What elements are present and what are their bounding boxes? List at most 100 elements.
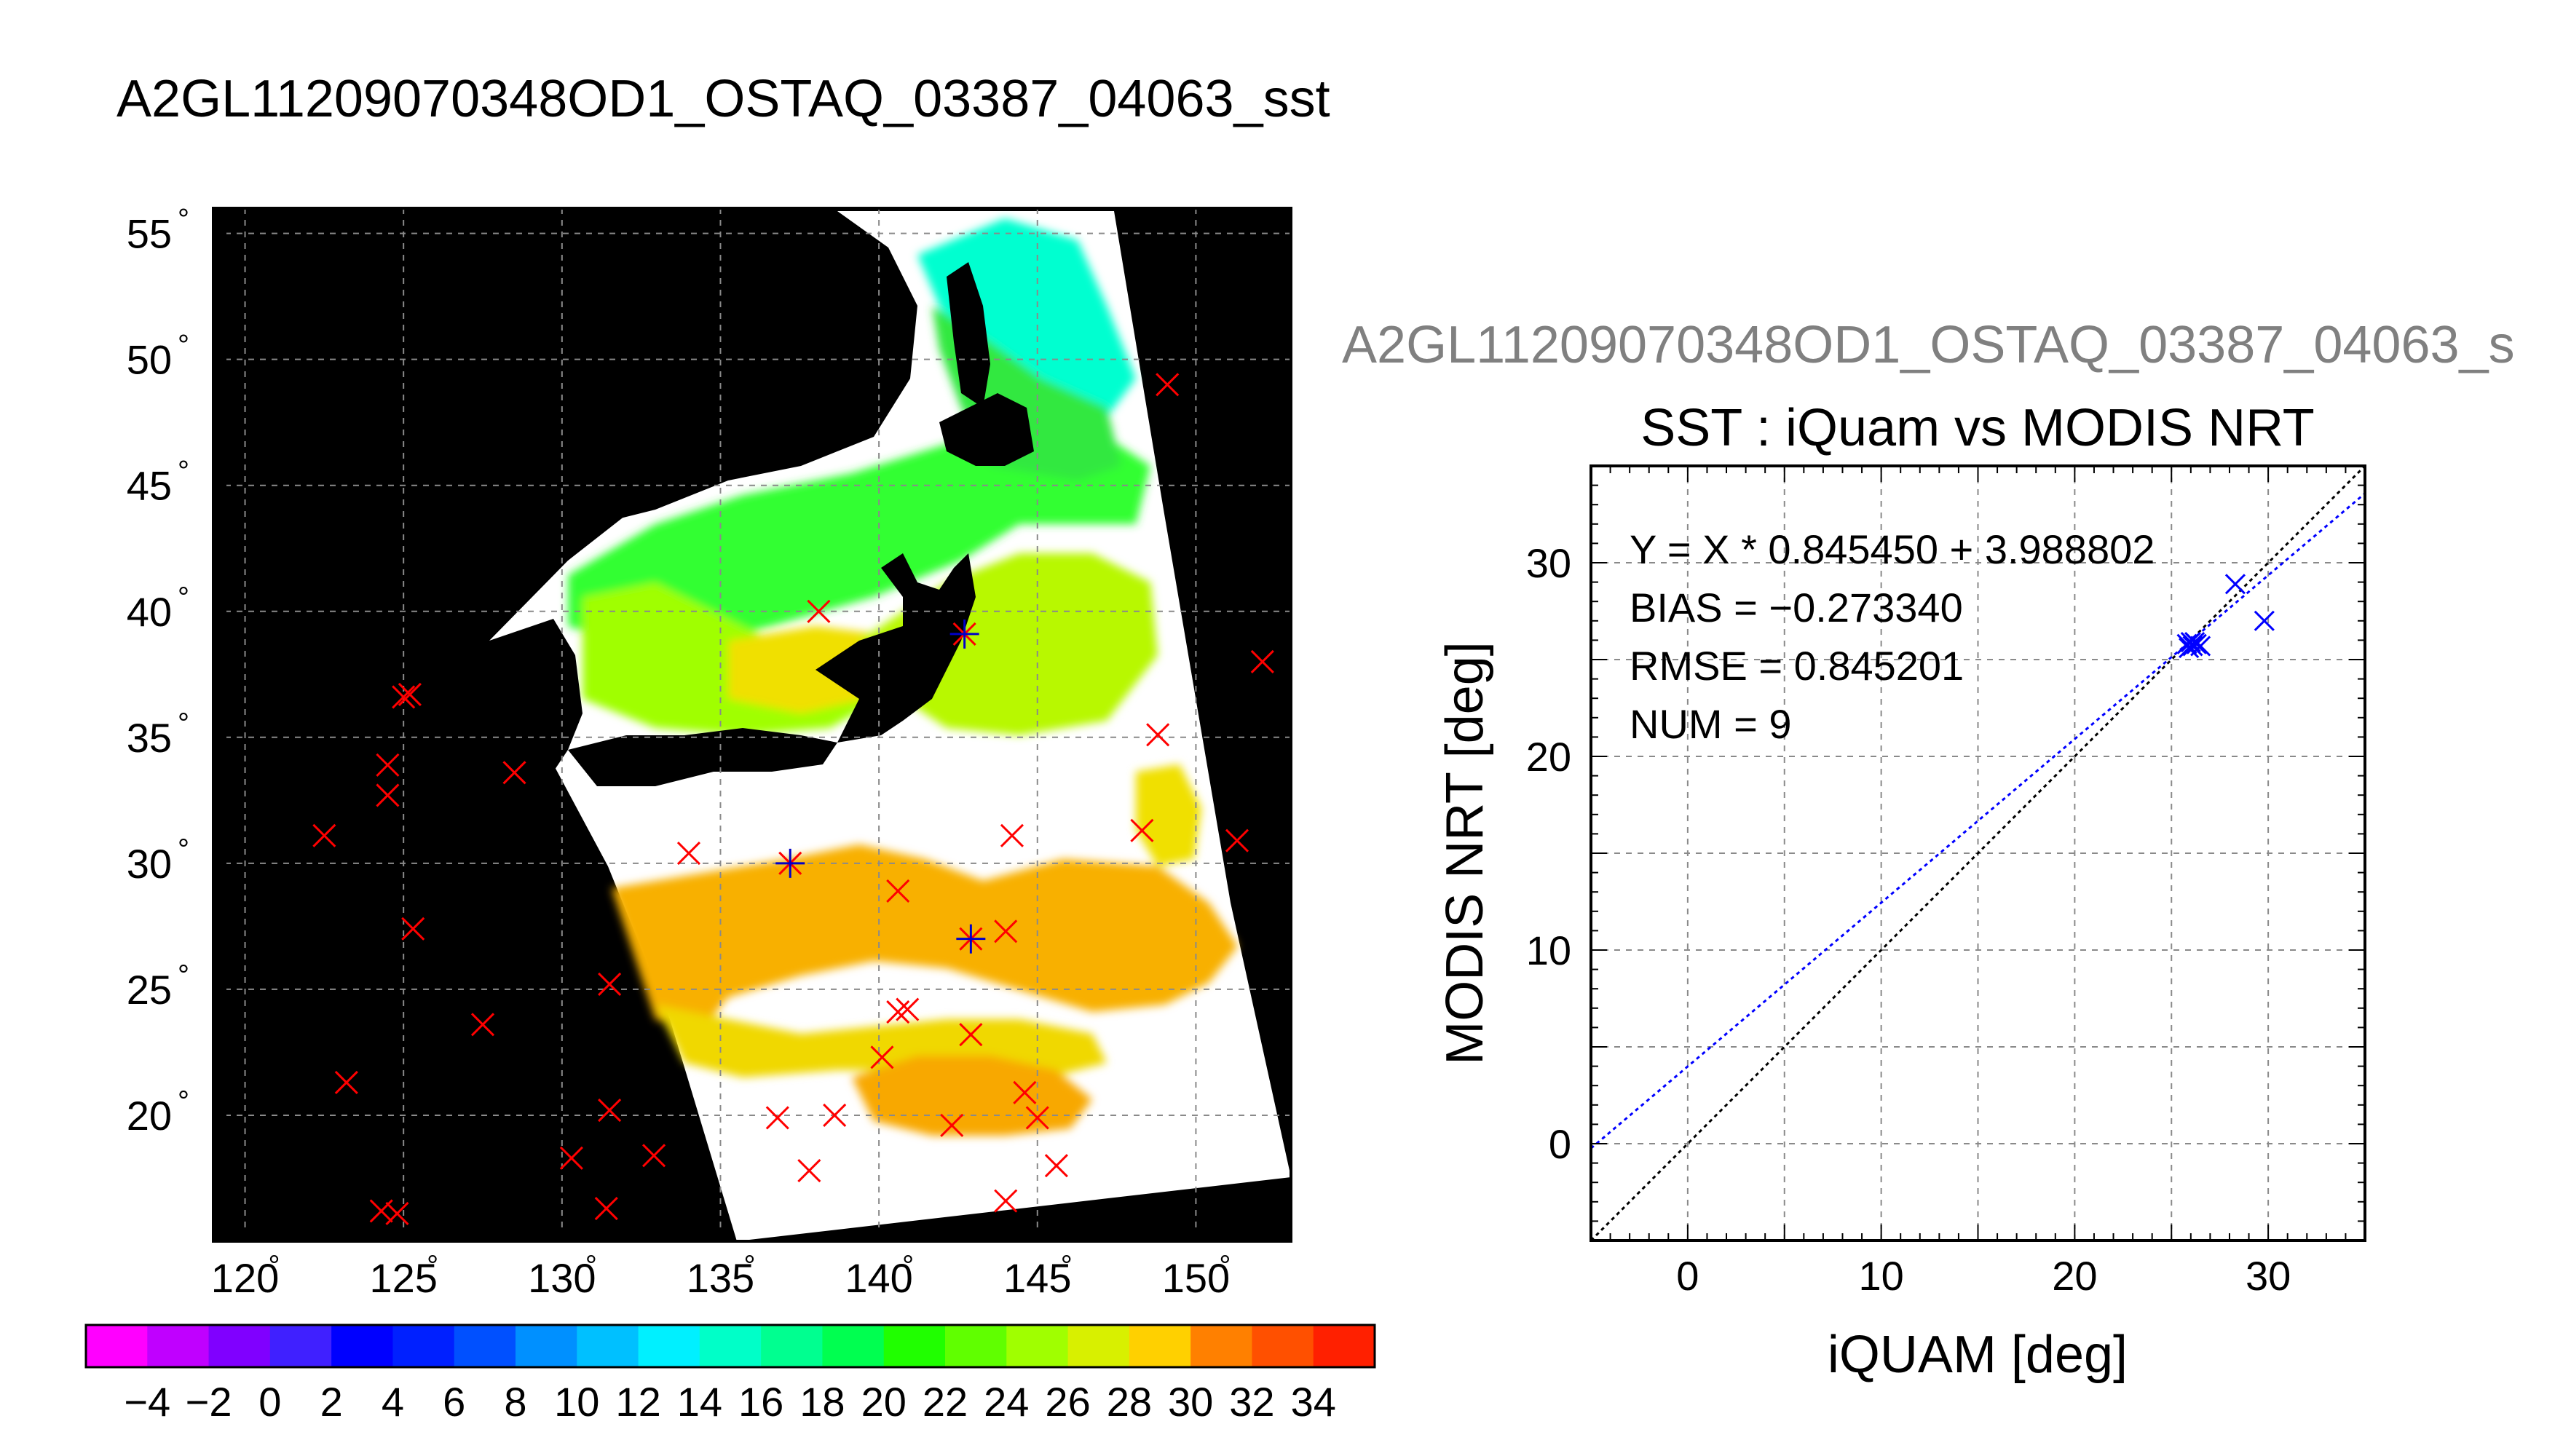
mismatch-marker xyxy=(1044,1154,1068,1178)
land-korea xyxy=(489,619,583,772)
colorbar-tick-label: 20 xyxy=(861,1379,907,1425)
mismatch-marker-stroke-b xyxy=(598,972,622,997)
colorbar-swatch xyxy=(945,1325,1008,1367)
lat-degree-symbol: ° xyxy=(178,834,189,866)
lon-degree-symbol: ° xyxy=(585,1250,597,1282)
chart-title: SST : iQuam vs MODIS NRT xyxy=(1640,399,2315,457)
mismatch-marker-stroke-b xyxy=(765,1106,789,1130)
mismatch-marker-stroke-b xyxy=(502,761,526,785)
land-north-coast xyxy=(539,211,917,561)
y-tick-label: 20 xyxy=(1526,734,1571,780)
mismatch-marker xyxy=(594,1196,618,1221)
regression-line xyxy=(1591,492,2365,1150)
colorbar-tick-label: 24 xyxy=(984,1379,1029,1425)
colorbar-swatch xyxy=(1313,1325,1375,1367)
lat-tick-label: 45 xyxy=(127,463,172,509)
map-frame xyxy=(212,207,1292,1243)
mismatch-marker xyxy=(797,1159,821,1183)
mismatch-marker xyxy=(886,1000,910,1024)
mismatch-marker xyxy=(940,1113,964,1137)
match-marker-blue xyxy=(956,924,986,954)
lon-tick-label: 145 xyxy=(1003,1255,1071,1301)
scatter-header: A2GL11209070348OD1_OSTAQ_03387_04063_s xyxy=(1342,316,2515,374)
mismatch-marker xyxy=(1156,373,1180,397)
colorbar-swatch xyxy=(86,1325,149,1367)
colorbar-tick-label: −4 xyxy=(124,1379,170,1425)
colorbar-tick-label: 10 xyxy=(554,1379,599,1425)
mismatch-marker-stroke-b xyxy=(376,783,400,807)
scatter-point-stroke-b xyxy=(2224,574,2246,595)
mismatch-marker-stroke-b xyxy=(392,685,416,709)
x-tick-label: 20 xyxy=(2052,1253,2097,1299)
mismatch-marker-stroke-b xyxy=(401,917,425,941)
colorbar-swatch xyxy=(454,1325,516,1367)
lat-tick-label: 40 xyxy=(127,589,172,635)
mismatch-marker xyxy=(398,682,422,707)
mismatch-marker-stroke-b xyxy=(823,1103,847,1128)
mismatch-marker xyxy=(676,841,701,866)
colorbar-swatch xyxy=(1067,1325,1130,1367)
mismatch-marker xyxy=(392,685,416,709)
colorbar-swatch xyxy=(638,1325,700,1367)
land-sakhalin xyxy=(947,262,990,408)
colorbar-tick-label: 8 xyxy=(504,1379,526,1425)
colorbar-tick-label: 4 xyxy=(382,1379,404,1425)
mismatch-marker-stroke-b xyxy=(1156,373,1180,397)
mismatch-marker xyxy=(376,783,400,807)
mismatch-marker-stroke-b xyxy=(594,1196,618,1221)
mismatch-marker xyxy=(1225,828,1249,852)
mismatch-marker-stroke-b xyxy=(1013,1080,1037,1104)
mismatch-marker-stroke-b xyxy=(559,1146,583,1170)
mismatch-marker-stroke-b xyxy=(312,823,336,847)
mismatch-marker-stroke-b xyxy=(1130,818,1154,842)
map-lon-labels: 120° 125° 130° 135° 140° 145° 150° xyxy=(211,1250,1231,1301)
lat-degree-symbol: ° xyxy=(178,204,189,236)
map-markers xyxy=(312,373,1274,1225)
mismatch-marker xyxy=(994,1189,1018,1213)
scatter-lines xyxy=(1591,466,2365,1241)
colorbar-swatch xyxy=(392,1325,455,1367)
mismatch-marker-stroke-b xyxy=(1000,823,1024,847)
colorbar-swatch xyxy=(577,1325,639,1367)
colorbar-swatch xyxy=(822,1325,885,1367)
colorbar-tick-label: 14 xyxy=(677,1379,722,1425)
sst-map: 120° 125° 130° 135° 140° 145° 150° 20 °25 °30 °35… xyxy=(127,204,1292,1301)
lat-tick-label: 20 xyxy=(127,1093,172,1139)
colorbar-tick-label: 26 xyxy=(1045,1379,1090,1425)
mismatch-marker-stroke-b xyxy=(994,1189,1018,1213)
match-marker-blue xyxy=(775,848,805,878)
mismatch-marker xyxy=(1130,818,1154,842)
lat-tick-label: 30 xyxy=(127,841,172,887)
scatter-point xyxy=(2184,631,2205,653)
x-axis-label: iQUAM [deg] xyxy=(1828,1326,2128,1384)
mismatch-marker xyxy=(823,1103,847,1128)
scatter-point xyxy=(2254,610,2275,631)
mismatch-marker-stroke-b xyxy=(385,1201,409,1225)
mismatch-marker xyxy=(641,1144,666,1168)
colorbar-tick-label: 32 xyxy=(1229,1379,1274,1425)
mismatch-marker xyxy=(559,1146,583,1170)
lon-degree-symbol: ° xyxy=(1219,1250,1231,1282)
colorbar-tick-label: 22 xyxy=(923,1379,968,1425)
lon-degree-symbol: ° xyxy=(902,1250,914,1282)
mismatch-marker xyxy=(870,1045,894,1069)
lon-tick-label: 120 xyxy=(211,1255,279,1301)
mismatch-marker-stroke-b xyxy=(1025,1106,1049,1130)
identity-line xyxy=(1591,466,2365,1241)
mismatch-marker xyxy=(1000,823,1024,847)
mismatch-marker xyxy=(807,599,831,623)
x-tick-labels: 0 10 20 30 xyxy=(1676,1253,2291,1299)
colorbar-swatch xyxy=(516,1325,578,1367)
sst-field-orange-south xyxy=(612,844,1238,1034)
scatter-ticks xyxy=(1590,465,2366,1241)
mismatch-marker-stroke-b xyxy=(994,919,1018,943)
lat-degree-symbol: ° xyxy=(178,708,189,740)
lat-degree-symbol: ° xyxy=(178,960,189,992)
mismatch-marker-stroke-b xyxy=(886,1000,910,1024)
mismatch-marker xyxy=(312,823,336,847)
mismatch-marker xyxy=(959,1023,983,1047)
lat-degree-symbol: ° xyxy=(178,1085,189,1117)
lon-tick-label: 140 xyxy=(845,1255,912,1301)
y-tick-label: 10 xyxy=(1526,927,1571,973)
colorbar-frame xyxy=(84,1324,1376,1369)
